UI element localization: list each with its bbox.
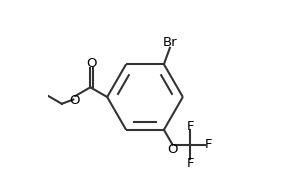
Text: F: F [186,120,194,133]
Text: O: O [69,94,80,107]
Text: F: F [205,138,212,151]
Text: O: O [87,57,97,70]
Text: F: F [186,157,194,170]
Text: Br: Br [163,36,178,49]
Text: O: O [167,143,177,156]
